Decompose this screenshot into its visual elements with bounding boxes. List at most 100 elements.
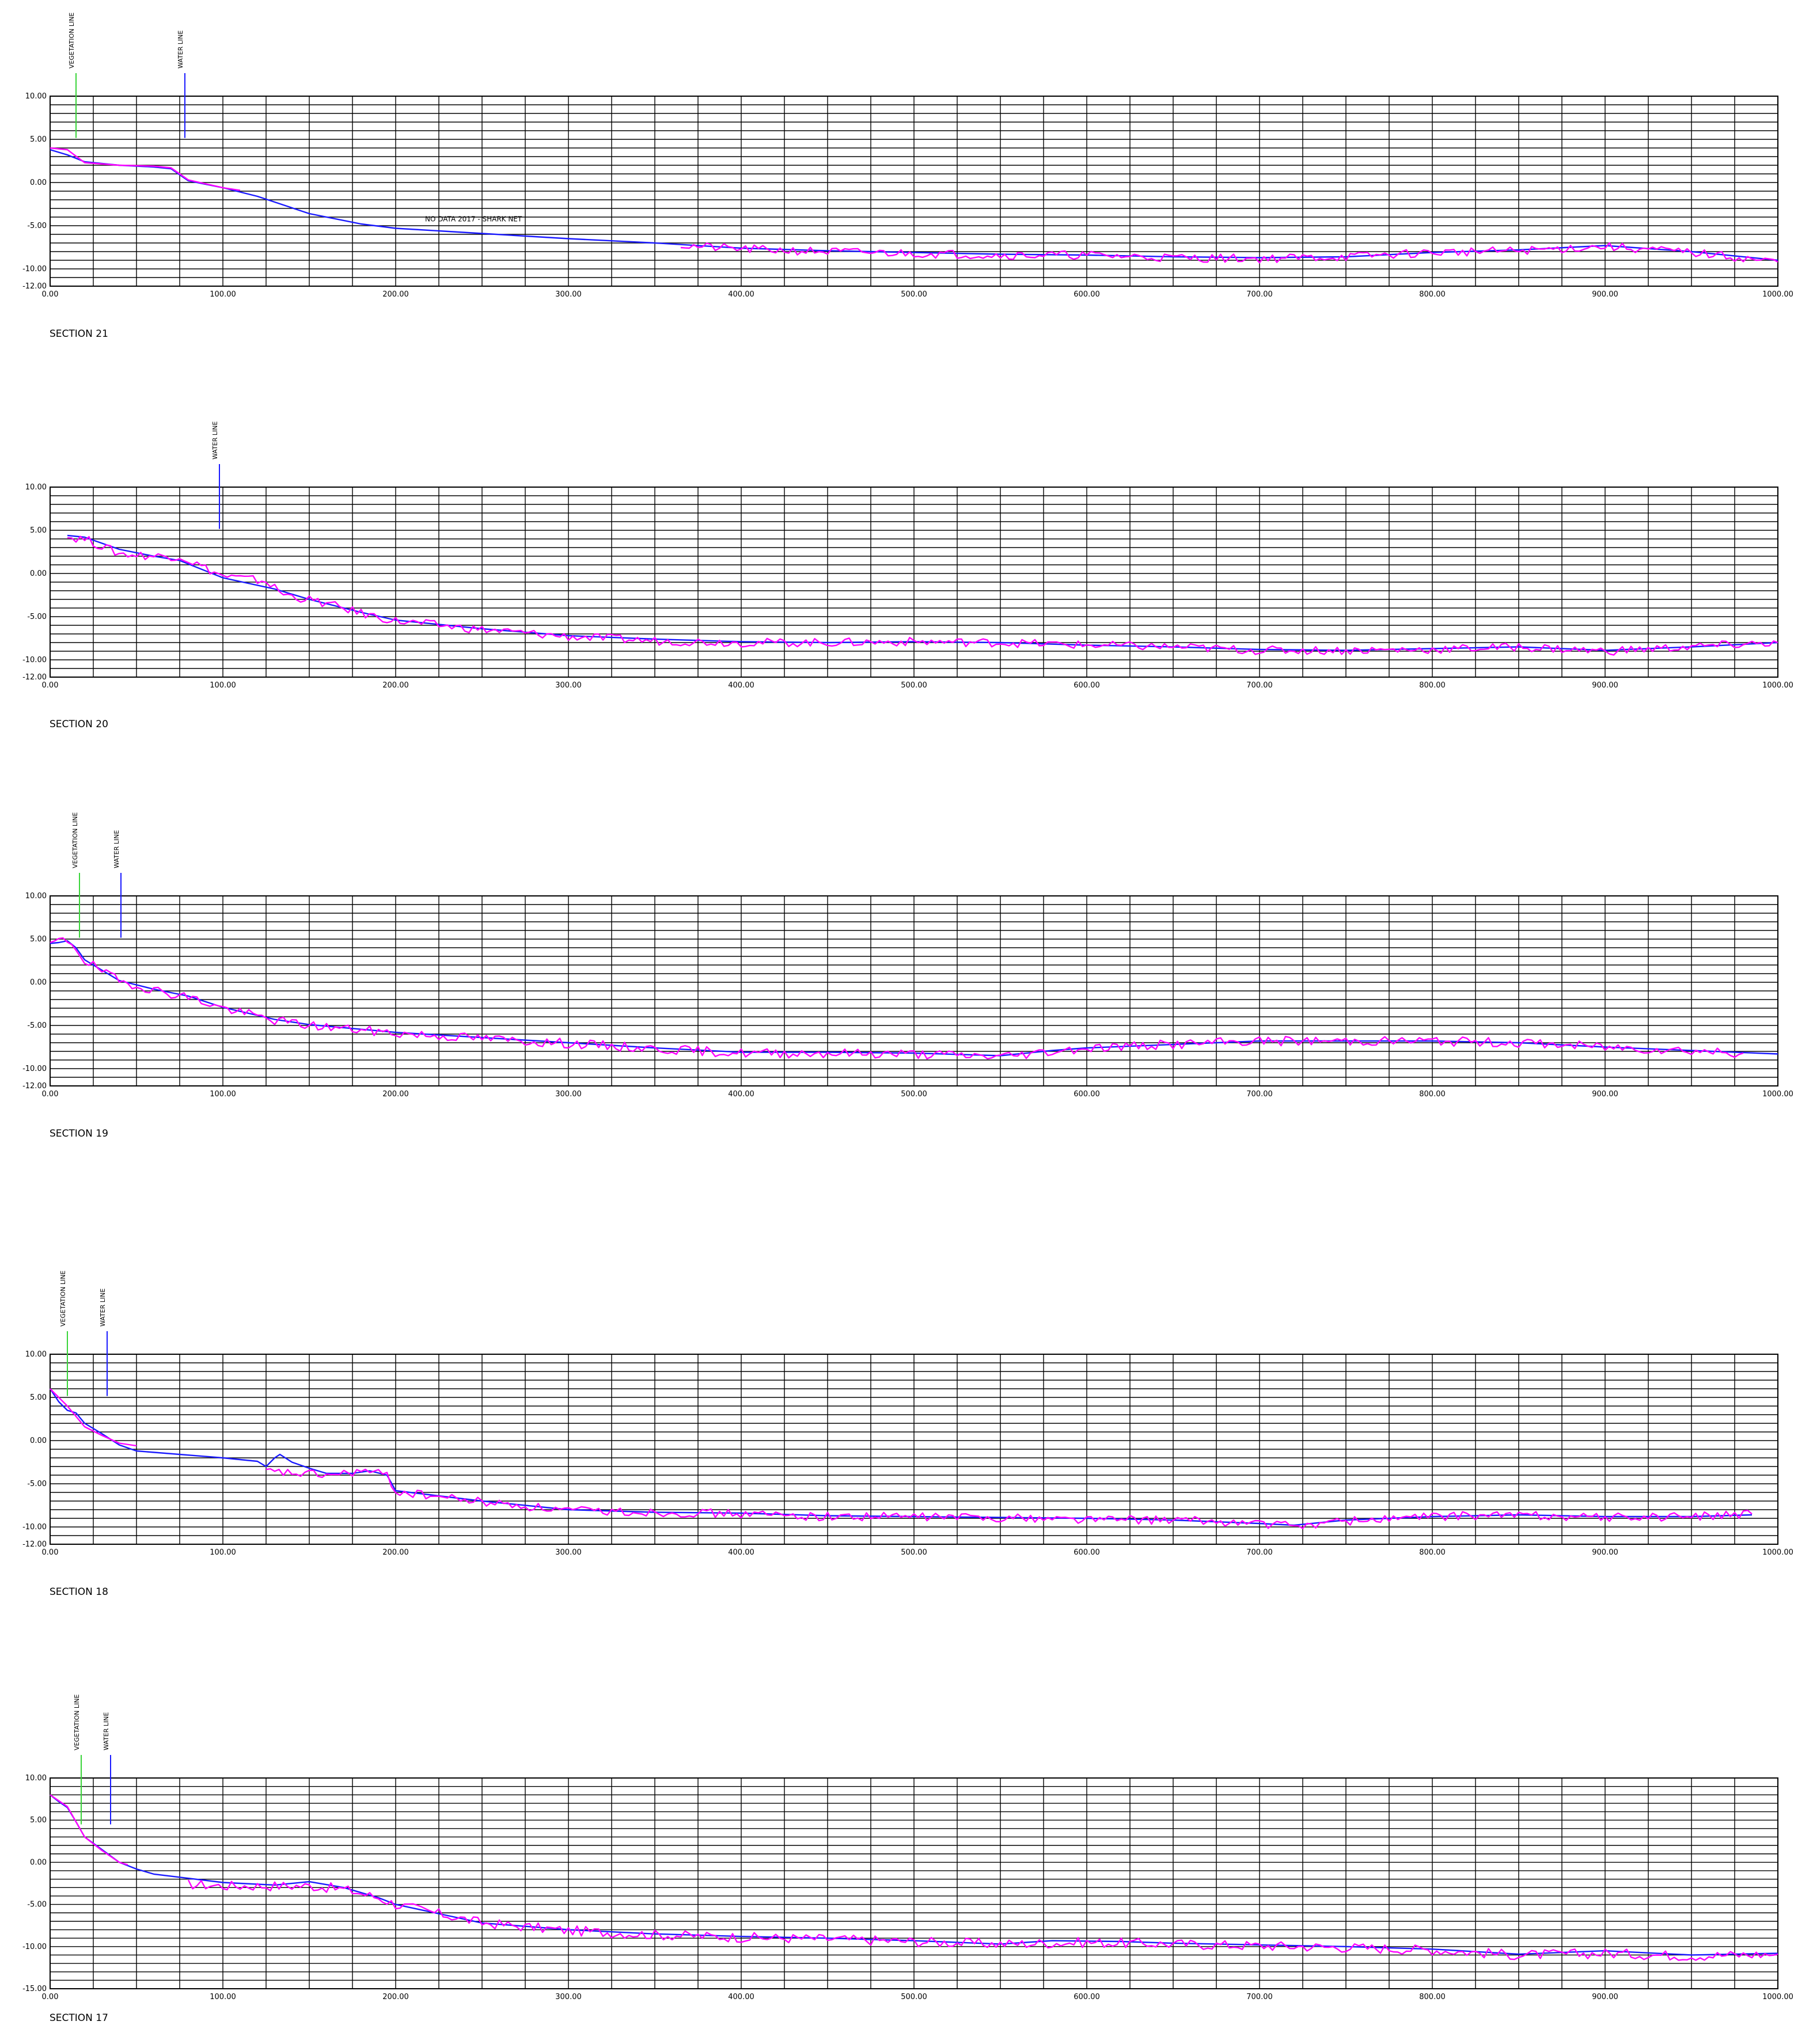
annotation: NO DATA 2017 - SHARK NET [425,215,522,223]
y-tick-label: -5.00 [27,613,47,621]
section-title: SECTION 21 [50,328,108,340]
y-tick-label: 0.00 [30,1437,47,1445]
grid [50,895,1778,1086]
profile-series-line [265,1468,1753,1529]
x-tick-label: 1000.00 [1762,1993,1793,2001]
section-title: SECTION 20 [50,719,108,730]
x-tick-label: 1000.00 [1762,290,1793,299]
x-tick-label: 0.00 [42,290,59,299]
y-tick-label: 10.00 [25,1350,47,1359]
profile-series-line [50,1388,137,1447]
y-tick-label: -5.00 [27,1480,47,1488]
marker-label: VEGETATION LINE [73,1695,81,1750]
marker-label: WATER LINE [177,31,184,69]
x-tick-label: 300.00 [555,1090,582,1099]
plot-frame [50,1777,1778,1989]
y-tick-label: -10.00 [22,1523,47,1532]
y-tick-label: 10.00 [25,892,47,901]
x-tick-label: 700.00 [1246,1090,1273,1099]
x-tick-label: 1000.00 [1762,1548,1793,1557]
y-tick-label: -10.00 [22,1943,47,1951]
section-chart: 10.005.000.00-5.00-10.00-15.000.00 100.00… [22,1695,1793,2024]
y-tick-label: 10.00 [25,1774,47,1783]
x-tick-label: 500.00 [901,681,927,690]
plot-frame [50,487,1778,678]
x-tick-label: 400.00 [728,681,754,690]
x-tick-label: 200.00 [382,681,409,690]
y-tick-label: 5.00 [30,1393,47,1402]
marker-label: VEGETATION LINE [68,13,75,69]
y-tick-label: -12.00 [22,673,47,682]
x-tick-label: 300.00 [555,1993,582,2001]
profile-series-line [67,534,1778,651]
marker-label: VEGETATION LINE [71,812,79,868]
x-tick-label: 600.00 [1074,290,1100,299]
x-tick-label: 100.00 [210,1548,236,1557]
y-tick-label: -5.00 [27,1021,47,1030]
charts-group: 10.005.000.00-5.00-10.00-12.000.00 100.00… [22,13,1793,2024]
x-tick-label: 700.00 [1246,681,1273,690]
x-tick-label: 300.00 [555,290,582,299]
section-chart: 10.005.000.00-5.00-10.00-12.000.00 100.00… [22,421,1793,730]
profile-series-line [50,1794,128,1866]
x-tick-label: 600.00 [1074,681,1100,690]
plot-frame [50,895,1778,1086]
x-tick-label: 500.00 [901,1548,927,1557]
x-tick-label: 100.00 [210,681,236,690]
x-tick-label: 100.00 [210,1993,236,2001]
x-tick-label: 900.00 [1592,290,1618,299]
x-tick-label: 600.00 [1074,1548,1100,1557]
profile-series-line [50,147,241,191]
x-tick-label: 800.00 [1419,1090,1446,1099]
y-tick-label: 0.00 [30,178,47,187]
x-tick-label: 900.00 [1592,1548,1618,1557]
x-tick-label: 400.00 [728,1993,754,2001]
y-tick-label: -15.00 [22,1985,47,1993]
x-tick-label: 0.00 [42,1548,59,1557]
y-tick-label: -10.00 [22,656,47,664]
x-tick-label: 0.00 [42,681,59,690]
x-tick-label: 400.00 [728,1090,754,1099]
y-tick-label: 5.00 [30,935,47,944]
y-tick-label: 10.00 [25,92,47,101]
y-tick-label: 10.00 [25,483,47,492]
marker-label: WATER LINE [113,830,120,868]
x-tick-label: 0.00 [42,1090,59,1099]
section-chart: 10.005.000.00-5.00-10.00-12.000.00 100.00… [22,13,1793,340]
x-tick-label: 300.00 [555,1548,582,1557]
marker-label: WATER LINE [211,421,219,459]
x-tick-label: 700.00 [1246,1548,1273,1557]
plot-frame [50,1354,1778,1545]
x-tick-label: 700.00 [1246,1993,1273,2001]
x-tick-label: 300.00 [555,681,582,690]
marker-label: VEGETATION LINE [59,1271,67,1327]
profile-series-line [50,1388,1753,1526]
x-tick-label: 100.00 [210,1090,236,1099]
section-title: SECTION 17 [50,2012,108,2024]
x-tick-label: 600.00 [1074,1993,1100,2001]
y-tick-label: -10.00 [22,1065,47,1073]
y-tick-label: 5.00 [30,135,47,144]
section-title: SECTION 19 [50,1128,108,1139]
x-tick-label: 1000.00 [1762,1090,1793,1099]
y-tick-label: -12.00 [22,282,47,291]
x-tick-label: 800.00 [1419,681,1446,690]
x-tick-label: 500.00 [901,1993,927,2001]
profile-series-line [50,940,1778,1057]
y-tick-label: 0.00 [30,1858,47,1867]
x-tick-label: 400.00 [728,290,754,299]
y-tick-label: -5.00 [27,222,47,230]
grid [50,96,1778,287]
x-tick-label: 800.00 [1419,1548,1446,1557]
marker-label: WATER LINE [103,1712,110,1750]
profile-series-line [187,1879,1778,1961]
x-tick-label: 700.00 [1246,290,1273,299]
section-title: SECTION 18 [50,1586,108,1598]
x-tick-label: 1000.00 [1762,681,1793,690]
x-tick-label: 500.00 [901,1090,927,1099]
y-tick-label: -10.00 [22,265,47,273]
profile-series-line [50,937,1744,1060]
grid [50,487,1778,678]
x-tick-label: 200.00 [382,1090,409,1099]
